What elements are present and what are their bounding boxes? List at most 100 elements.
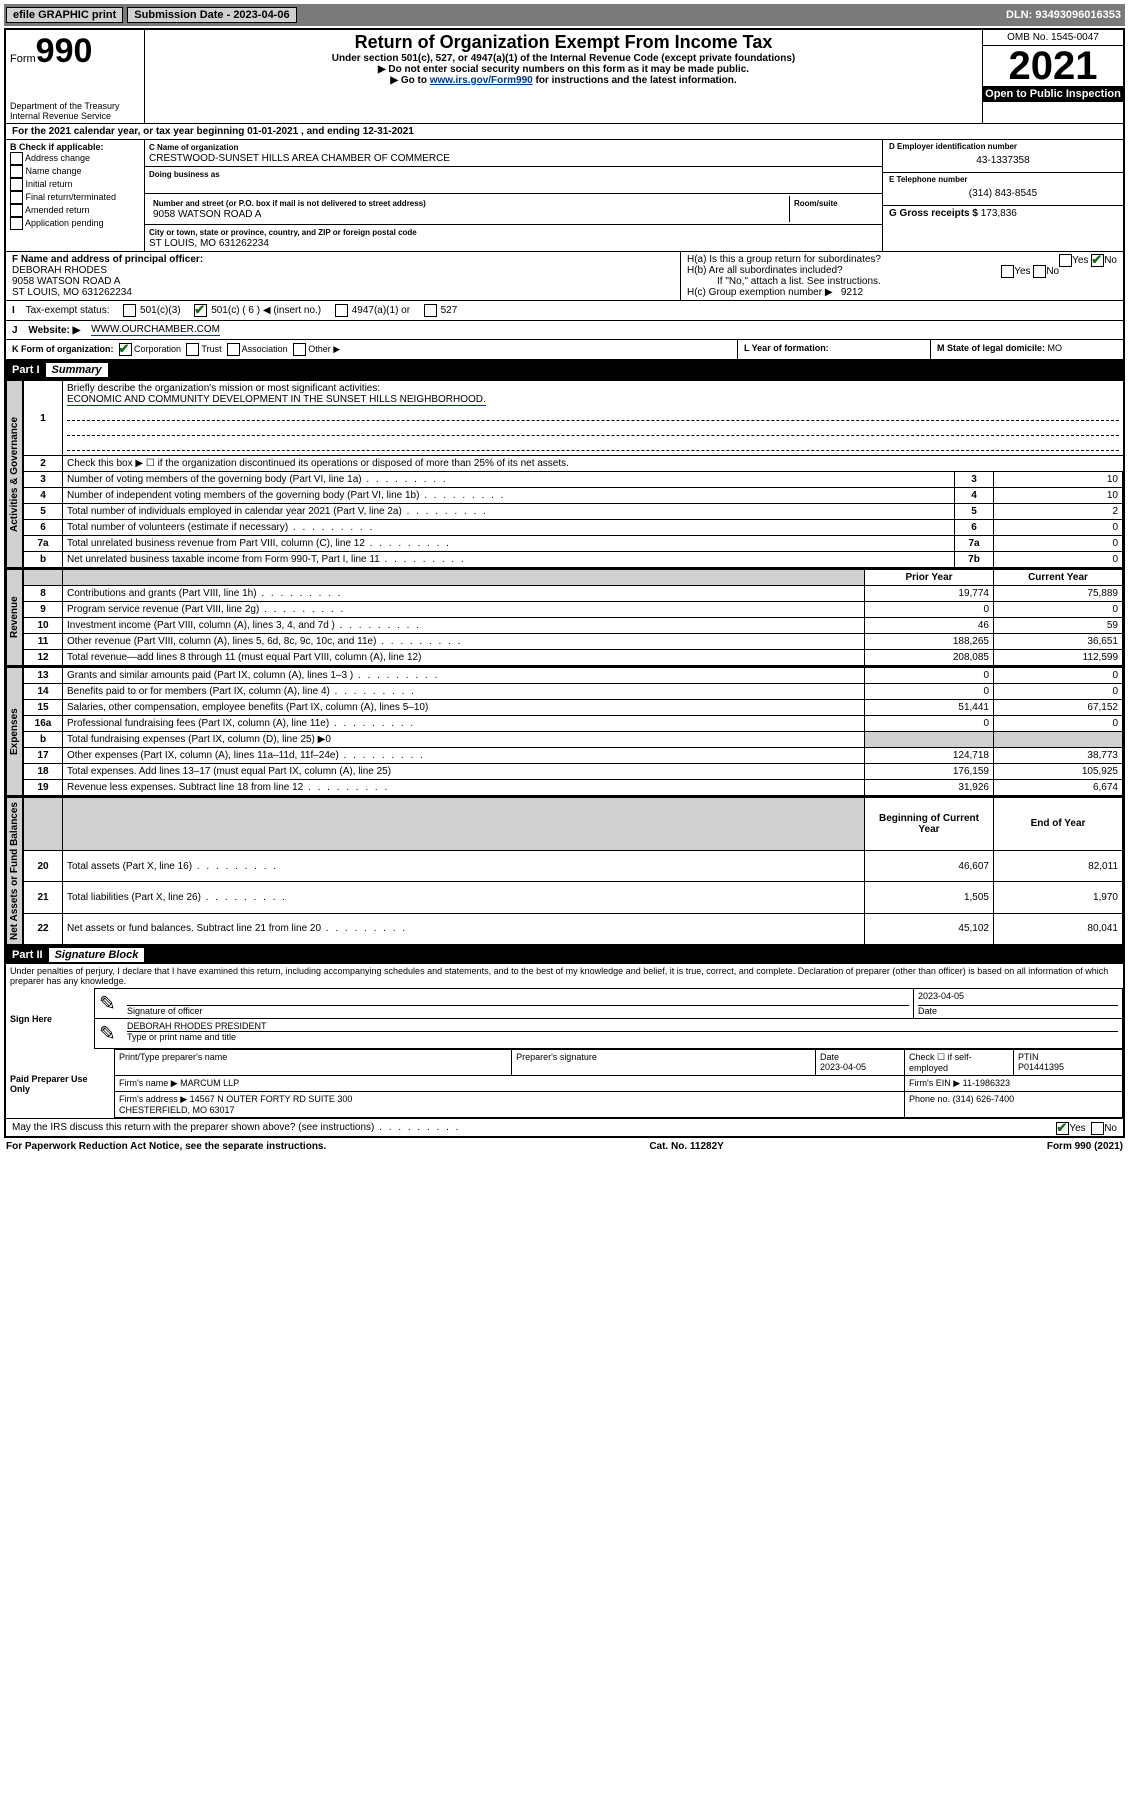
sign-here-table: Sign Here ✎ Signature of officer 2023-04… xyxy=(6,988,1123,1049)
chk-application-pending[interactable]: Application pending xyxy=(10,217,140,230)
officer-addr1: 9058 WATSON ROAD A xyxy=(12,276,120,287)
footer-left: For Paperwork Reduction Act Notice, see … xyxy=(6,1141,326,1152)
perjury-text: Under penalties of perjury, I declare th… xyxy=(6,964,1123,988)
chk-corp[interactable] xyxy=(119,343,132,356)
net-20-c: 82,011 xyxy=(994,850,1123,881)
website-link[interactable]: WWW.OURCHAMBER.COM xyxy=(91,324,220,336)
rev-11-c: 36,651 xyxy=(994,634,1123,650)
exp-13-p: 0 xyxy=(865,668,994,684)
form-header: Form990 Department of the Treasury Inter… xyxy=(6,30,1123,124)
rev-8-c: 75,889 xyxy=(994,586,1123,602)
chk-trust[interactable] xyxy=(186,343,199,356)
line-a: For the 2021 calendar year, or tax year … xyxy=(6,124,1123,140)
form-990-number: 990 xyxy=(36,32,93,70)
chk-assoc[interactable] xyxy=(227,343,240,356)
sign-here-label: Sign Here xyxy=(6,989,95,1049)
submission-date-button[interactable]: Submission Date - 2023-04-06 xyxy=(127,7,296,23)
chk-final-return[interactable]: Final return/terminated xyxy=(10,191,140,204)
chk-name-change[interactable]: Name change xyxy=(10,165,140,178)
note2-pre: ▶ Go to xyxy=(390,75,429,86)
firm-name: MARCUM LLP xyxy=(180,1078,239,1088)
irs-link[interactable]: www.irs.gov/Form990 xyxy=(430,75,533,86)
efile-print-button[interactable]: efile GRAPHIC print xyxy=(6,7,123,23)
chk-501c3[interactable] xyxy=(123,304,136,317)
form-number: Form990 xyxy=(10,32,140,71)
phone-val: (314) 843-8545 xyxy=(889,184,1117,203)
chk-501c[interactable] xyxy=(194,304,207,317)
city-val: ST LOUIS, MO 631262234 xyxy=(149,238,269,249)
row-j: J Website: ▶ WWW.OURCHAMBER.COM xyxy=(6,320,1123,339)
chk-other[interactable] xyxy=(293,343,306,356)
chk-amended-return[interactable]: Amended return xyxy=(10,204,140,217)
bcd-block: B Check if applicable: Address change Na… xyxy=(6,140,1123,251)
rev-8-p: 19,774 xyxy=(865,586,994,602)
rev-11-p: 188,265 xyxy=(865,634,994,650)
net-22-p: 45,102 xyxy=(865,913,994,944)
exp-18-t: Total expenses. Add lines 13–17 (must eq… xyxy=(63,764,865,780)
chk-527[interactable] xyxy=(424,304,437,317)
gov-7b-t: Net unrelated business taxable income fr… xyxy=(63,552,955,568)
exp-17-c: 38,773 xyxy=(994,748,1123,764)
col-d: D Employer identification number 43-1337… xyxy=(882,140,1123,251)
discuss-no[interactable] xyxy=(1091,1122,1104,1135)
gov-7a-v: 0 xyxy=(994,536,1123,552)
form-subtitle: Under section 501(c), 527, or 4947(a)(1)… xyxy=(149,53,978,64)
part2-title: Signature Block xyxy=(49,948,145,962)
gov-5-t: Total number of individuals employed in … xyxy=(63,504,955,520)
street-lbl: Number and street (or P.O. box if mail i… xyxy=(153,199,426,208)
part1-num: Part I xyxy=(12,364,40,376)
prep-sig-lbl: Preparer's signature xyxy=(512,1050,816,1076)
h-a: H(a) Is this a group return for subordin… xyxy=(687,254,1117,265)
exp-19-p: 31,926 xyxy=(865,780,994,796)
h-b: H(b) Are all subordinates included? Yes … xyxy=(687,265,1117,276)
rev-9-t: Program service revenue (Part VIII, line… xyxy=(63,602,865,618)
l-year-lbl: L Year of formation: xyxy=(744,343,829,353)
col-current: Current Year xyxy=(994,570,1123,586)
exp-16b-t: Total fundraising expenses (Part IX, col… xyxy=(63,732,865,748)
rev-10-t: Investment income (Part VIII, column (A)… xyxy=(63,618,865,634)
row-i: I Tax-exempt status: 501(c)(3) 501(c) ( … xyxy=(6,300,1123,320)
footer-mid: Cat. No. 11282Y xyxy=(649,1141,723,1152)
net-22-c: 80,041 xyxy=(994,913,1123,944)
exp-19-c: 6,674 xyxy=(994,780,1123,796)
sig-officer-lbl: Signature of officer xyxy=(127,1006,202,1016)
city-lbl: City or town, state or province, country… xyxy=(149,228,417,237)
i-label: Tax-exempt status: xyxy=(26,305,110,316)
col-c: C Name of organization CRESTWOOD-SUNSET … xyxy=(145,140,882,251)
form-container: Form990 Department of the Treasury Inter… xyxy=(4,28,1125,1138)
q1-lbl: Briefly describe the organization's miss… xyxy=(67,383,380,394)
form-prefix: Form xyxy=(10,53,36,65)
chk-4947[interactable] xyxy=(335,304,348,317)
vlabel-gov: Activities & Governance xyxy=(6,380,23,568)
ptin-val: P01441395 xyxy=(1018,1062,1064,1072)
net-21-p: 1,505 xyxy=(865,882,994,913)
f-lbl: F Name and address of principal officer: xyxy=(12,254,203,265)
form-title: Return of Organization Exempt From Incom… xyxy=(149,32,978,53)
part1-bar: Part I Summary xyxy=(6,361,1123,379)
gov-4-t: Number of independent voting members of … xyxy=(63,488,955,504)
officer-addr2: ST LOUIS, MO 631262234 xyxy=(12,287,132,298)
part1-title: Summary xyxy=(46,363,108,377)
chk-address-change[interactable]: Address change xyxy=(10,152,140,165)
h-c: H(c) Group exemption number ▶ 9212 xyxy=(687,287,1117,298)
gov-7a-t: Total unrelated business revenue from Pa… xyxy=(63,536,955,552)
self-employed-chk[interactable]: Check ☐ if self-employed xyxy=(905,1050,1014,1076)
page-footer: For Paperwork Reduction Act Notice, see … xyxy=(4,1138,1125,1155)
q2: Check this box ▶ ☐ if the organization d… xyxy=(63,456,1123,472)
topbar: efile GRAPHIC print Submission Date - 20… xyxy=(4,4,1125,26)
row-kl: K Form of organization: Corporation Trus… xyxy=(6,339,1123,361)
goto-note: ▶ Go to www.irs.gov/Form990 for instruct… xyxy=(149,75,978,86)
phone-lbl: E Telephone number xyxy=(889,175,1117,184)
rev-10-p: 46 xyxy=(865,618,994,634)
exp-15-c: 67,152 xyxy=(994,700,1123,716)
rev-10-c: 59 xyxy=(994,618,1123,634)
exp-14-c: 0 xyxy=(994,684,1123,700)
firm-phone: (314) 626-7400 xyxy=(953,1094,1015,1104)
chk-initial-return[interactable]: Initial return xyxy=(10,178,140,191)
firm-ein: 11-1986323 xyxy=(963,1078,1010,1088)
officer-lbl: Type or print name and title xyxy=(127,1032,236,1042)
exp-14-p: 0 xyxy=(865,684,994,700)
street-val: 9058 WATSON ROAD A xyxy=(153,209,261,220)
rev-12-c: 112,599 xyxy=(994,650,1123,666)
discuss-yes[interactable] xyxy=(1056,1122,1069,1135)
